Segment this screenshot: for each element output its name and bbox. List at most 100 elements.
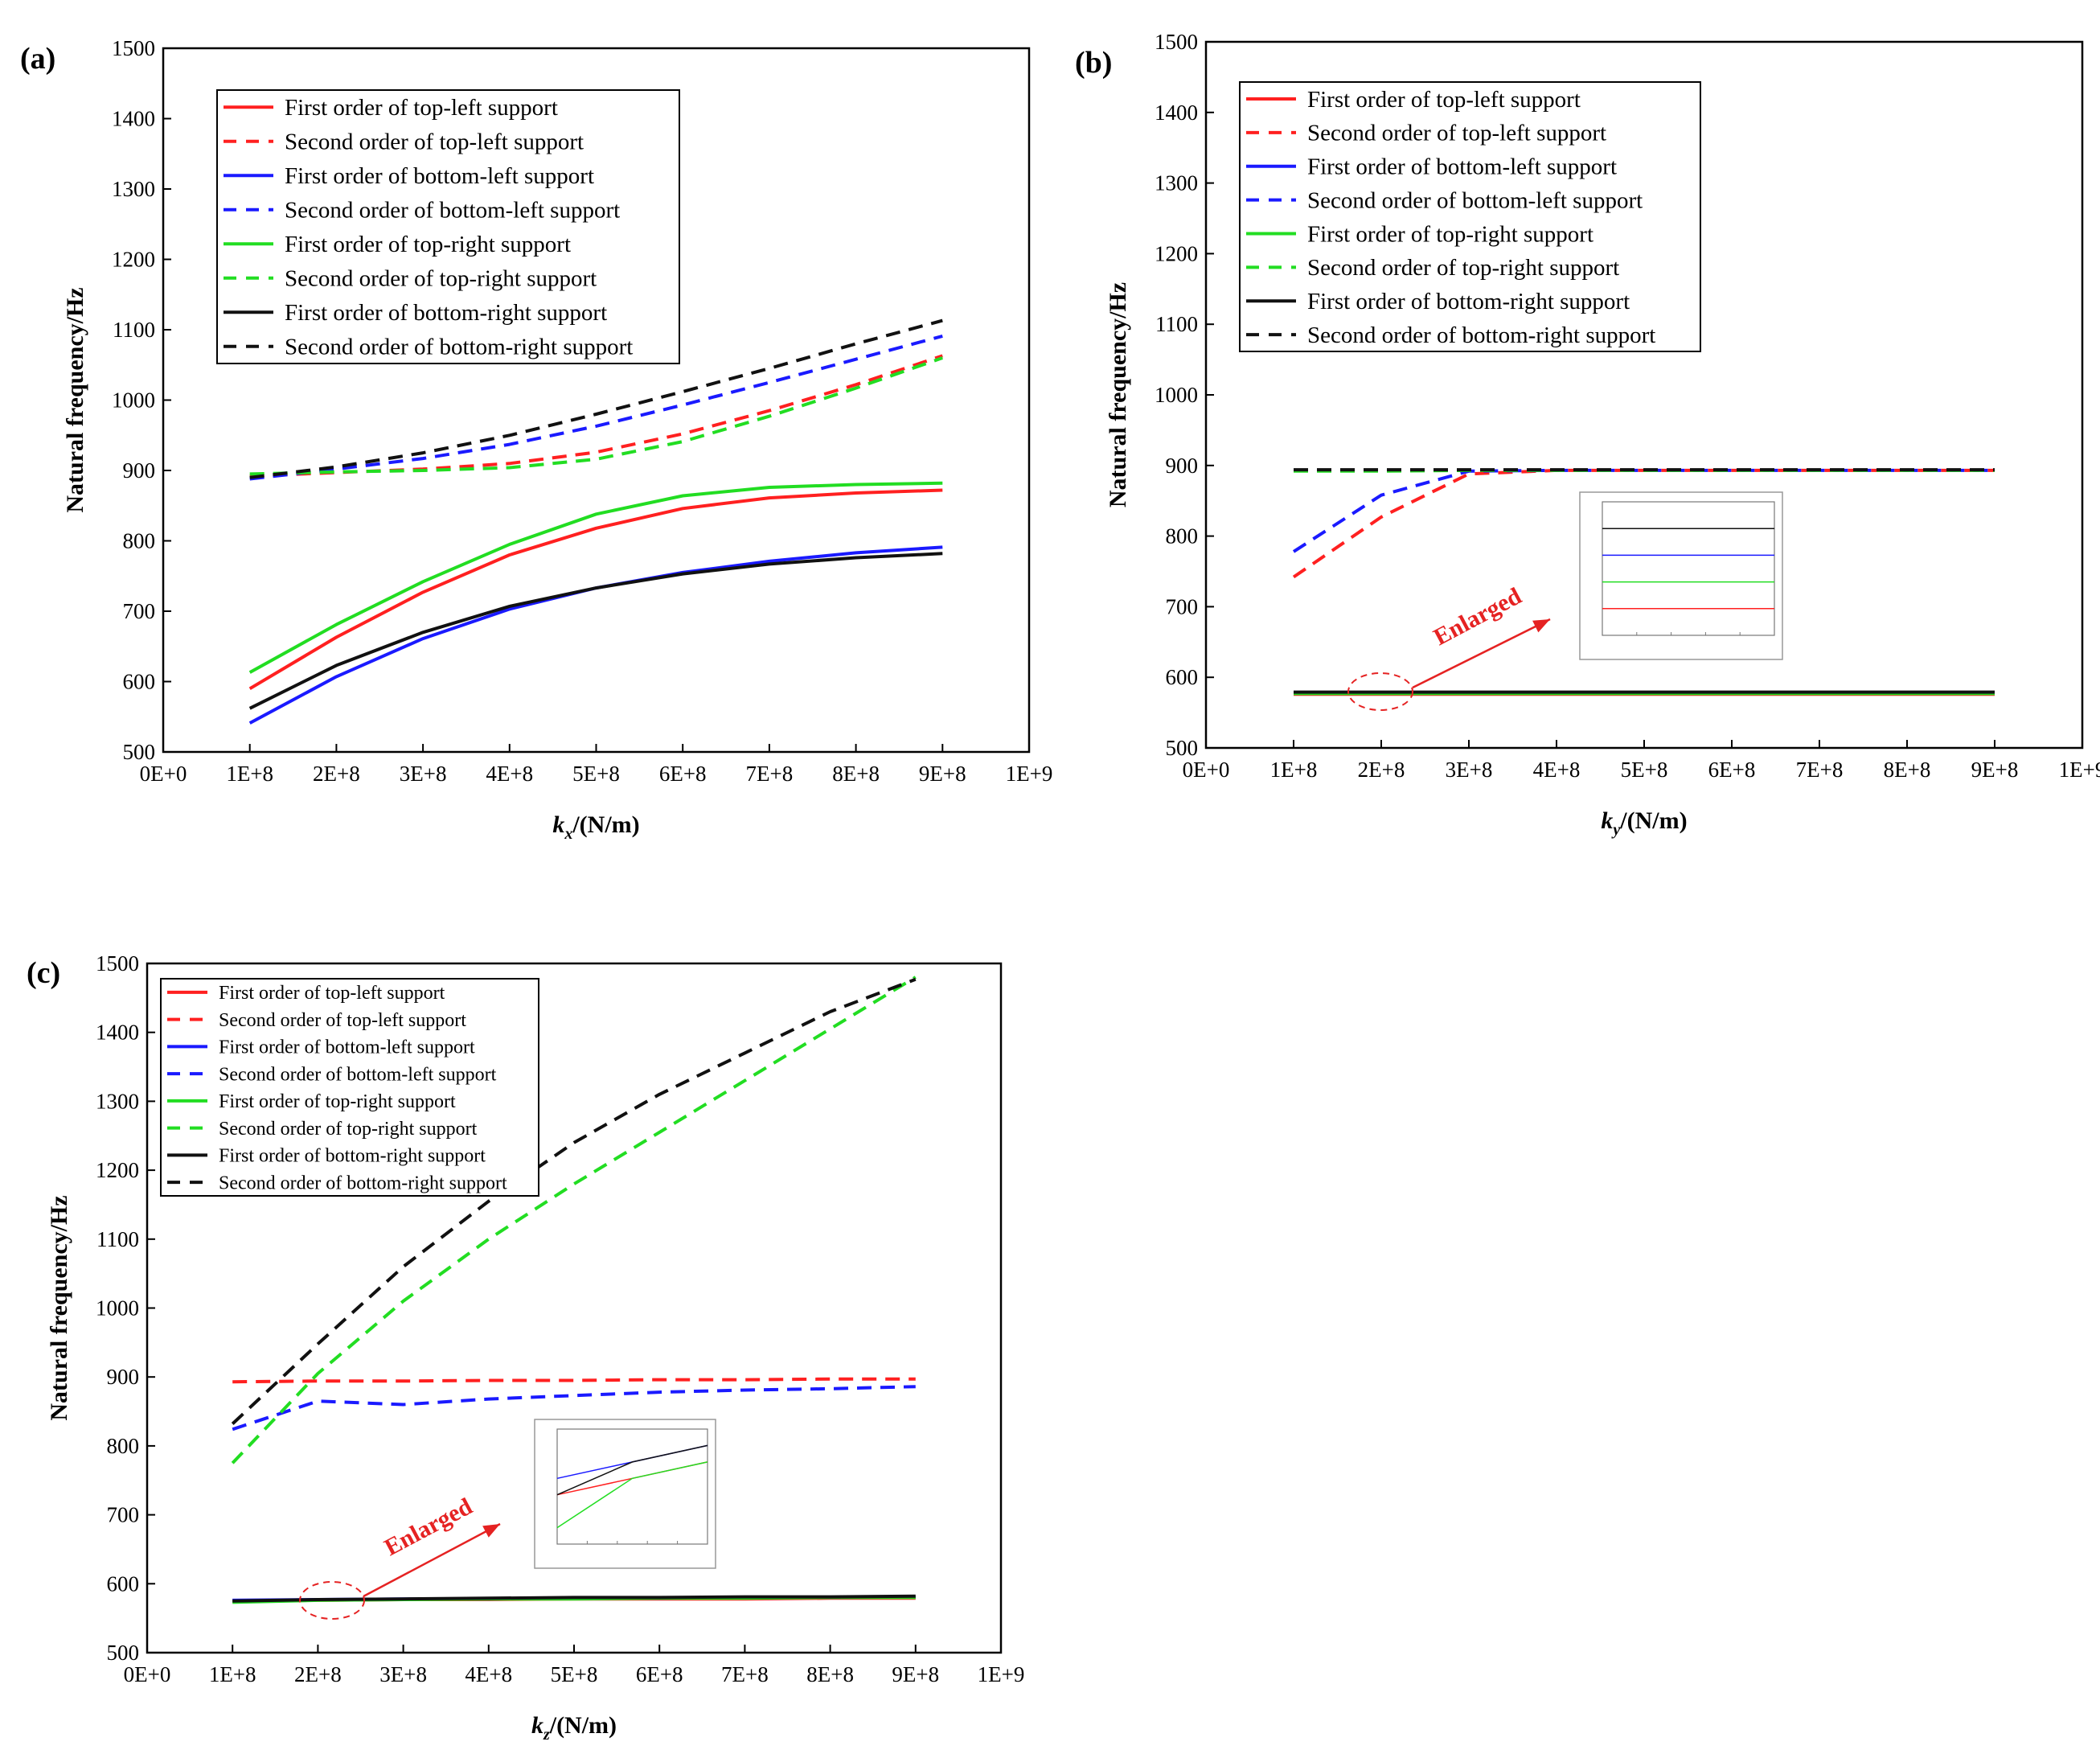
- x-tick-label: 8E+8: [806, 1662, 854, 1686]
- inset-plot-area: [1602, 501, 1775, 636]
- zoom-region-ellipse: [1347, 672, 1413, 711]
- series-line-3: [232, 1385, 916, 1431]
- x-axis-label-subscript: y: [1611, 821, 1620, 839]
- legend: First order of top-left support Second or…: [1239, 81, 1701, 352]
- legend-entry-0: First order of top-left support: [285, 95, 558, 121]
- series-line-5: [231, 976, 917, 1464]
- legend-entry-4: First order of top-right support: [1307, 221, 1593, 247]
- y-tick-label: 1200: [96, 1158, 139, 1182]
- y-tick-label: 700: [107, 1503, 140, 1527]
- x-tick-label: 9E+8: [919, 762, 966, 786]
- x-tick-label: 0E+0: [1183, 758, 1230, 782]
- x-tick-label: 7E+8: [746, 762, 794, 786]
- inset-frame: [534, 1419, 716, 1569]
- x-axis-label-unit: /(N/m): [572, 811, 639, 838]
- y-tick-label: 1500: [1155, 30, 1198, 54]
- legend-entry-2: First order of bottom-left support: [1307, 154, 1617, 180]
- legend-entry-6: First order of bottom-right support: [1307, 289, 1630, 314]
- x-tick-label: 7E+8: [1796, 758, 1844, 782]
- x-axis-label-symbol: k: [1601, 807, 1613, 834]
- legend-entry-6: First order of bottom-right support: [285, 300, 607, 326]
- series-line-4: [248, 481, 943, 674]
- legend-entry-4: First order of top-right support: [219, 1091, 456, 1112]
- series-line-6: [248, 552, 943, 710]
- chart-panel-c: (c) 500 600 700 800 900 1000 1100 1200 1300 1400 15…: [27, 951, 1024, 1744]
- x-tick-label: 6E+8: [659, 762, 707, 786]
- inset-frame: [1579, 491, 1783, 660]
- x-tick-label: 8E+8: [832, 762, 880, 786]
- x-tick-label: 3E+8: [1446, 758, 1493, 782]
- legend-entry-3: Second order of bottom-left support: [285, 198, 620, 224]
- y-tick-label: 1300: [112, 177, 155, 201]
- series-line-7: [249, 318, 943, 479]
- y-tick-label: 800: [1166, 524, 1199, 548]
- x-tick-label: 2E+8: [1358, 758, 1405, 782]
- series-line-0: [248, 488, 943, 691]
- y-axis-label: Natural frequency/Hz: [1105, 282, 1131, 507]
- zoom-arrow-shaft: [363, 1522, 501, 1598]
- legend-entry-7: Second order of bottom-right support: [285, 335, 633, 360]
- x-axis-label-subscript: z: [543, 1726, 550, 1744]
- y-tick-label: 900: [1166, 454, 1199, 478]
- y-tick-label: 500: [123, 740, 156, 764]
- legend-entry-7: Second order of bottom-right support: [1307, 322, 1655, 348]
- y-tick-label: 500: [107, 1641, 140, 1665]
- y-tick-label: 900: [107, 1365, 140, 1389]
- x-tick-label: 1E+9: [978, 1662, 1025, 1686]
- y-tick-label: 600: [1166, 665, 1199, 689]
- y-tick-label: 1400: [96, 1021, 139, 1045]
- enlarged-annotation: Enlarged: [380, 1493, 477, 1561]
- zoom-arrow-head: [1532, 619, 1550, 633]
- x-axis-label: kz/(N/m): [531, 1712, 617, 1744]
- x-tick-label: 6E+8: [636, 1662, 683, 1686]
- legend-entry-1: Second order of top-left support: [1307, 121, 1606, 146]
- y-tick-label: 1500: [96, 951, 139, 976]
- y-tick-label: 1300: [1155, 171, 1198, 195]
- y-tick-label: 900: [123, 458, 156, 483]
- panel-label: (b): [1075, 46, 1112, 80]
- enlarged-inset: [1579, 491, 1783, 660]
- legend-entry-1: Second order of top-left support: [285, 129, 584, 155]
- chart-panel-b: (b) 500 600 700 800 900 1000 1100 1200 1300 1400 15…: [1075, 30, 2100, 839]
- x-tick-label: 5E+8: [572, 762, 620, 786]
- x-tick-label: 5E+8: [551, 1662, 598, 1686]
- x-tick-label: 4E+8: [486, 762, 533, 786]
- y-tick-label: 1100: [1155, 312, 1198, 336]
- series-line-3: [249, 334, 943, 481]
- y-tick-label: 1000: [1155, 383, 1198, 407]
- series-line-6: [232, 1594, 916, 1603]
- y-tick-label: 600: [107, 1571, 140, 1596]
- y-tick-label: 1300: [96, 1089, 139, 1113]
- x-axis-label-unit: /(N/m): [549, 1712, 617, 1739]
- inset-line-3: [556, 1444, 708, 1496]
- x-tick-label: 7E+8: [721, 1662, 769, 1686]
- enlarged-annotation: Enlarged: [1429, 582, 1526, 651]
- y-axis-label: Natural frequency/Hz: [62, 287, 88, 512]
- y-tick-label: 1400: [1155, 101, 1198, 125]
- legend-box: [216, 89, 680, 364]
- legend-entry-2: First order of bottom-left support: [285, 163, 594, 189]
- x-tick-label: 1E+8: [226, 762, 273, 786]
- x-axis-label-symbol: k: [552, 811, 564, 838]
- x-tick-label: 0E+0: [140, 762, 187, 786]
- legend-box: [1239, 81, 1701, 352]
- y-tick-label: 800: [123, 529, 156, 553]
- legend-entry-5: Second order of top-right support: [1307, 255, 1619, 281]
- x-tick-label: 4E+8: [1533, 758, 1581, 782]
- legend: First order of top-left support Second or…: [216, 89, 680, 364]
- y-tick-label: 700: [123, 599, 156, 623]
- zoom-arrow-shaft: [1412, 618, 1551, 689]
- y-tick-label: 500: [1166, 736, 1199, 760]
- series-line-1: [232, 1377, 916, 1384]
- legend-entry-3: Second order of bottom-left support: [1307, 187, 1643, 213]
- series-line-2: [248, 545, 943, 725]
- y-tick-label: 1200: [1155, 241, 1198, 265]
- enlarged-inset: [534, 1419, 716, 1569]
- inset-plot-area: [556, 1428, 708, 1545]
- legend-entry-6: First order of bottom-right support: [219, 1146, 486, 1167]
- x-tick-label: 3E+8: [379, 1662, 427, 1686]
- legend: First order of top-left support Second or…: [160, 978, 539, 1197]
- x-tick-label: 1E+8: [1270, 758, 1318, 782]
- zoom-arrow-head: [482, 1524, 500, 1538]
- x-tick-label: 2E+8: [294, 1662, 342, 1686]
